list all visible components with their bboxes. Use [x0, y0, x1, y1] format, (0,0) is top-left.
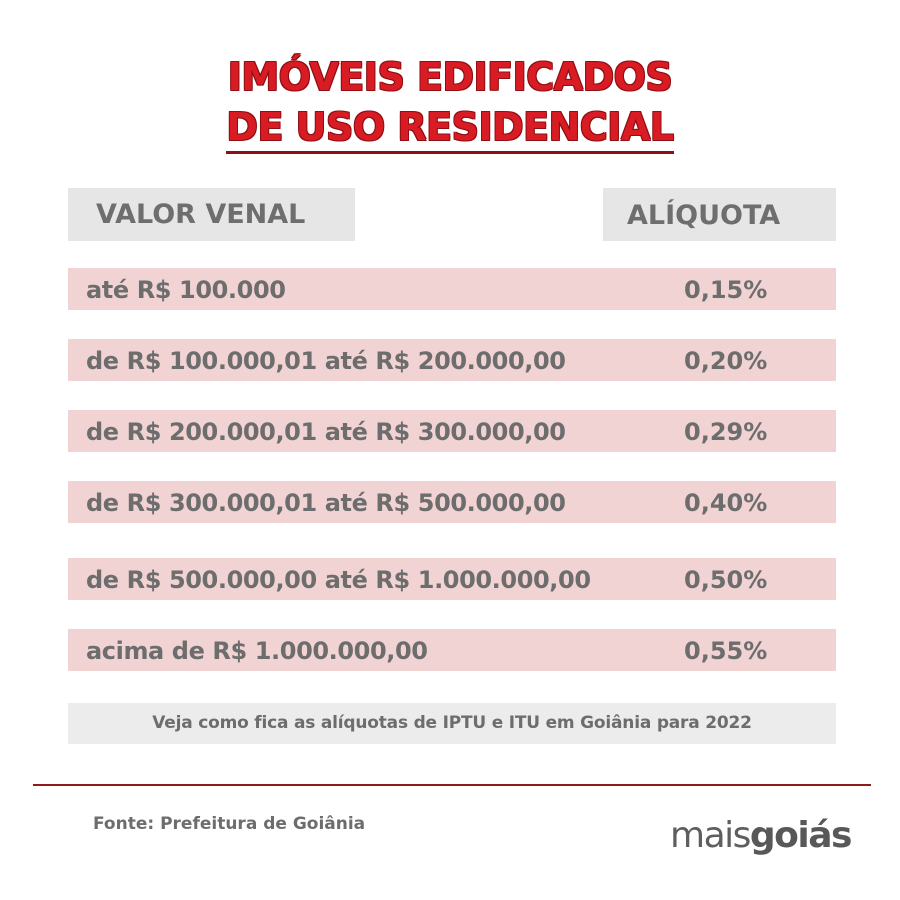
info-note: Veja como fica as alíquotas de IPTU e IT… — [68, 703, 836, 744]
row-range: acima de R$ 1.000.000,00 — [86, 637, 428, 665]
title-line-2-text: DE USO RESIDENCIAL — [226, 105, 674, 154]
row-rate: 0,29% — [684, 418, 768, 446]
row-range: até R$ 100.000 — [86, 276, 286, 304]
table-row: acima de R$ 1.000.000,00 0,55% — [68, 629, 836, 671]
logo-part-goias: goiás — [749, 815, 853, 856]
row-range: de R$ 200.000,01 até R$ 300.000,00 — [86, 418, 566, 446]
table-row: de R$ 100.000,01 até R$ 200.000,00 0,20% — [68, 339, 836, 381]
divider — [33, 784, 871, 786]
header-valor-venal: VALOR VENAL — [68, 188, 355, 241]
row-range: de R$ 300.000,01 até R$ 500.000,00 — [86, 489, 566, 517]
header-aliquota: ALÍQUOTA — [603, 188, 836, 241]
title-line-2: DE USO RESIDENCIAL — [0, 105, 900, 154]
row-rate: 0,55% — [684, 637, 768, 665]
title-line-1: IMÓVEIS EDIFICADOS — [227, 55, 673, 99]
row-rate: 0,50% — [684, 566, 768, 594]
logo-part-mais: mais — [670, 815, 751, 856]
row-rate: 0,15% — [684, 276, 768, 304]
row-rate: 0,20% — [684, 347, 768, 375]
table-row: de R$ 200.000,01 até R$ 300.000,00 0,29% — [68, 410, 836, 452]
table-row: até R$ 100.000 0,15% — [68, 268, 836, 310]
table-row: de R$ 300.000,01 até R$ 500.000,00 0,40% — [68, 481, 836, 523]
source-credit: Fonte: Prefeitura de Goiânia — [93, 814, 366, 834]
brand-logo: maisgoiás — [670, 815, 853, 856]
row-range: de R$ 100.000,01 até R$ 200.000,00 — [86, 347, 566, 375]
row-range: de R$ 500.000,00 até R$ 1.000.000,00 — [86, 566, 591, 594]
row-rate: 0,40% — [684, 489, 768, 517]
table-row: de R$ 500.000,00 até R$ 1.000.000,00 0,5… — [68, 558, 836, 600]
